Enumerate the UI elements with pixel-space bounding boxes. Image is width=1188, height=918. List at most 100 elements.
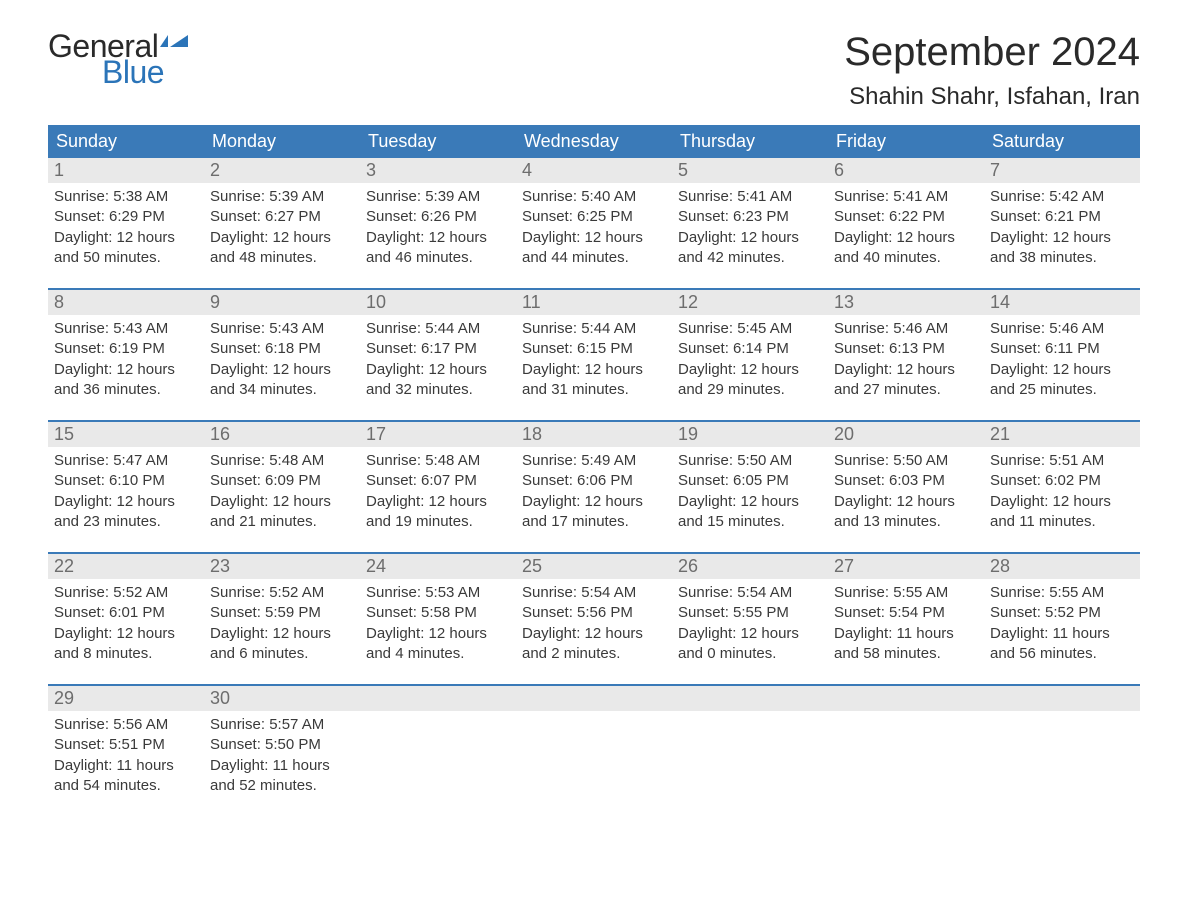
sunrise-line: Sunrise: 5:56 AM xyxy=(54,715,198,735)
day-number xyxy=(516,686,672,711)
sunset-line: Sunset: 6:19 PM xyxy=(54,339,198,359)
sunrise-line: Sunrise: 5:57 AM xyxy=(210,715,354,735)
day-number: 8 xyxy=(48,290,204,315)
day-content-row: Sunrise: 5:38 AMSunset: 6:29 PMDaylight:… xyxy=(48,183,1140,268)
sunset-line: Sunset: 6:25 PM xyxy=(522,207,666,227)
day-cell: Sunrise: 5:39 AMSunset: 6:27 PMDaylight:… xyxy=(204,183,360,268)
daylight-line2: and 29 minutes. xyxy=(678,380,822,400)
daylight-line1: Daylight: 12 hours xyxy=(678,492,822,512)
sunset-line: Sunset: 6:03 PM xyxy=(834,471,978,491)
day-number xyxy=(828,686,984,711)
calendar: SundayMondayTuesdayWednesdayThursdayFrid… xyxy=(48,125,1140,796)
day-of-week-label: Wednesday xyxy=(516,125,672,158)
daylight-line1: Daylight: 12 hours xyxy=(678,228,822,248)
sunrise-line: Sunrise: 5:52 AM xyxy=(54,583,198,603)
day-number: 19 xyxy=(672,422,828,447)
location-label: Shahin Shahr, Isfahan, Iran xyxy=(844,83,1140,111)
sunset-line: Sunset: 5:56 PM xyxy=(522,603,666,623)
daylight-line1: Daylight: 12 hours xyxy=(54,228,198,248)
daylight-line1: Daylight: 12 hours xyxy=(54,360,198,380)
day-number: 3 xyxy=(360,158,516,183)
daylight-line2: and 50 minutes. xyxy=(54,248,198,268)
day-cell: Sunrise: 5:55 AMSunset: 5:52 PMDaylight:… xyxy=(984,579,1140,664)
daylight-line2: and 36 minutes. xyxy=(54,380,198,400)
day-cell: Sunrise: 5:44 AMSunset: 6:17 PMDaylight:… xyxy=(360,315,516,400)
day-number: 26 xyxy=(672,554,828,579)
daylight-line1: Daylight: 11 hours xyxy=(210,756,354,776)
day-content-row: Sunrise: 5:52 AMSunset: 6:01 PMDaylight:… xyxy=(48,579,1140,664)
sunset-line: Sunset: 6:13 PM xyxy=(834,339,978,359)
daylight-line1: Daylight: 11 hours xyxy=(54,756,198,776)
daylight-line2: and 44 minutes. xyxy=(522,248,666,268)
daylight-line1: Daylight: 12 hours xyxy=(522,624,666,644)
day-number: 11 xyxy=(516,290,672,315)
sunrise-line: Sunrise: 5:43 AM xyxy=(210,319,354,339)
day-of-week-label: Tuesday xyxy=(360,125,516,158)
sunset-line: Sunset: 6:15 PM xyxy=(522,339,666,359)
daylight-line2: and 52 minutes. xyxy=(210,776,354,796)
daylight-line2: and 4 minutes. xyxy=(366,644,510,664)
sunset-line: Sunset: 6:21 PM xyxy=(990,207,1134,227)
sunset-line: Sunset: 6:02 PM xyxy=(990,471,1134,491)
daylight-line2: and 34 minutes. xyxy=(210,380,354,400)
sunrise-line: Sunrise: 5:54 AM xyxy=(678,583,822,603)
sunrise-line: Sunrise: 5:46 AM xyxy=(834,319,978,339)
day-number-row: 15161718192021 xyxy=(48,422,1140,447)
sunrise-line: Sunrise: 5:48 AM xyxy=(366,451,510,471)
day-of-week-label: Monday xyxy=(204,125,360,158)
day-of-week-label: Friday xyxy=(828,125,984,158)
sunrise-line: Sunrise: 5:55 AM xyxy=(834,583,978,603)
sunset-line: Sunset: 6:07 PM xyxy=(366,471,510,491)
day-number: 5 xyxy=(672,158,828,183)
sunrise-line: Sunrise: 5:39 AM xyxy=(210,187,354,207)
daylight-line2: and 19 minutes. xyxy=(366,512,510,532)
sunrise-line: Sunrise: 5:44 AM xyxy=(522,319,666,339)
day-of-week-label: Sunday xyxy=(48,125,204,158)
daylight-line1: Daylight: 12 hours xyxy=(834,492,978,512)
daylight-line2: and 38 minutes. xyxy=(990,248,1134,268)
day-cell: Sunrise: 5:45 AMSunset: 6:14 PMDaylight:… xyxy=(672,315,828,400)
sunset-line: Sunset: 6:14 PM xyxy=(678,339,822,359)
daylight-line2: and 46 minutes. xyxy=(366,248,510,268)
day-cell: Sunrise: 5:48 AMSunset: 6:09 PMDaylight:… xyxy=(204,447,360,532)
sunset-line: Sunset: 5:52 PM xyxy=(990,603,1134,623)
day-cell: Sunrise: 5:46 AMSunset: 6:11 PMDaylight:… xyxy=(984,315,1140,400)
day-cell xyxy=(360,711,516,796)
day-number xyxy=(360,686,516,711)
daylight-line1: Daylight: 12 hours xyxy=(522,492,666,512)
daylight-line1: Daylight: 12 hours xyxy=(210,360,354,380)
sunset-line: Sunset: 6:27 PM xyxy=(210,207,354,227)
day-cell: Sunrise: 5:41 AMSunset: 6:22 PMDaylight:… xyxy=(828,183,984,268)
sunset-line: Sunset: 6:23 PM xyxy=(678,207,822,227)
daylight-line2: and 6 minutes. xyxy=(210,644,354,664)
sunrise-line: Sunrise: 5:55 AM xyxy=(990,583,1134,603)
daylight-line2: and 56 minutes. xyxy=(990,644,1134,664)
sunrise-line: Sunrise: 5:42 AM xyxy=(990,187,1134,207)
sunset-line: Sunset: 6:10 PM xyxy=(54,471,198,491)
day-number: 22 xyxy=(48,554,204,579)
day-cell: Sunrise: 5:39 AMSunset: 6:26 PMDaylight:… xyxy=(360,183,516,268)
sunset-line: Sunset: 6:26 PM xyxy=(366,207,510,227)
sunrise-line: Sunrise: 5:44 AM xyxy=(366,319,510,339)
day-cell: Sunrise: 5:43 AMSunset: 6:18 PMDaylight:… xyxy=(204,315,360,400)
daylight-line2: and 40 minutes. xyxy=(834,248,978,268)
sunset-line: Sunset: 6:06 PM xyxy=(522,471,666,491)
sunset-line: Sunset: 6:11 PM xyxy=(990,339,1134,359)
daylight-line2: and 21 minutes. xyxy=(210,512,354,532)
daylight-line2: and 0 minutes. xyxy=(678,644,822,664)
week-block: 22232425262728Sunrise: 5:52 AMSunset: 6:… xyxy=(48,552,1140,664)
daylight-line1: Daylight: 12 hours xyxy=(210,492,354,512)
sunrise-line: Sunrise: 5:40 AM xyxy=(522,187,666,207)
day-number: 2 xyxy=(204,158,360,183)
weeks-container: 1234567Sunrise: 5:38 AMSunset: 6:29 PMDa… xyxy=(48,158,1140,796)
day-content-row: Sunrise: 5:47 AMSunset: 6:10 PMDaylight:… xyxy=(48,447,1140,532)
daylight-line2: and 8 minutes. xyxy=(54,644,198,664)
daylight-line1: Daylight: 12 hours xyxy=(834,360,978,380)
month-title: September 2024 xyxy=(844,30,1140,75)
day-cell: Sunrise: 5:51 AMSunset: 6:02 PMDaylight:… xyxy=(984,447,1140,532)
daylight-line1: Daylight: 12 hours xyxy=(366,492,510,512)
daylight-line1: Daylight: 12 hours xyxy=(210,228,354,248)
sunrise-line: Sunrise: 5:50 AM xyxy=(834,451,978,471)
daylight-line2: and 48 minutes. xyxy=(210,248,354,268)
daylight-line2: and 42 minutes. xyxy=(678,248,822,268)
